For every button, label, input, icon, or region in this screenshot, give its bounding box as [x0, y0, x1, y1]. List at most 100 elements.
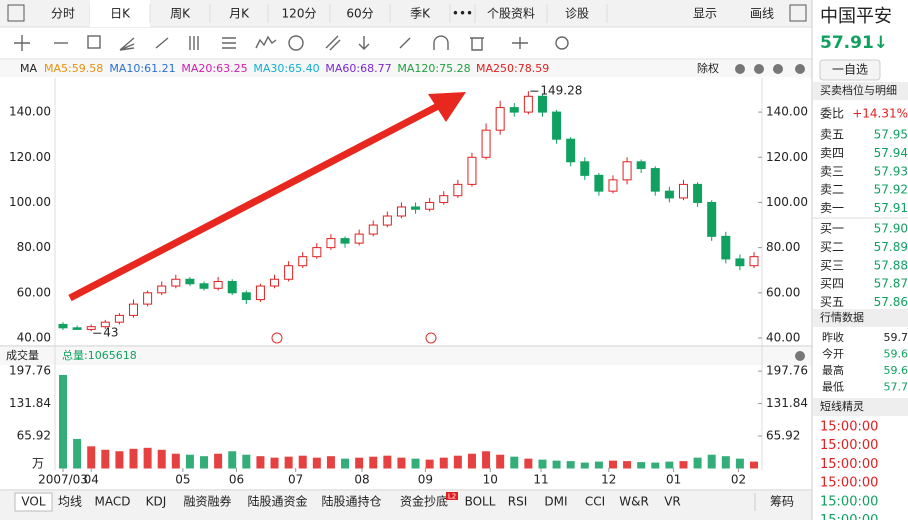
tool-icon[interactable]: [555, 36, 569, 50]
bottom-tab[interactable]: VR: [664, 495, 681, 509]
min-label: 43: [103, 326, 118, 340]
tab[interactable]: 诊股: [565, 7, 589, 21]
tab[interactable]: 画线: [750, 7, 774, 21]
volume-bar: [453, 455, 462, 469]
button[interactable]: [735, 64, 745, 74]
candle-body: [481, 129, 491, 158]
tab[interactable]: 60分: [346, 7, 373, 21]
tool-icon[interactable]: [433, 35, 449, 50]
tab[interactable]: 日K: [110, 7, 131, 21]
tab[interactable]: 周K: [170, 7, 191, 21]
adjust-label[interactable]: 除权: [697, 61, 719, 75]
active-tab: [90, 0, 150, 27]
bottom-tab[interactable]: 筹码: [770, 495, 794, 509]
bottom-tab[interactable]: 均线: [58, 495, 82, 509]
y-tick-label: 65.92: [766, 429, 800, 443]
event-icon[interactable]: [271, 332, 283, 344]
candle-body: [439, 195, 449, 203]
tool-icon[interactable]: [189, 36, 199, 50]
tab[interactable]: •••: [452, 7, 473, 21]
volume-bar: [214, 453, 223, 469]
ratio-value: +14.31%: [852, 107, 908, 121]
y-tick-label: 80.00: [17, 240, 51, 254]
book-price: 57.86: [874, 295, 908, 309]
event-icon[interactable]: [425, 332, 437, 344]
bottom-tab[interactable]: 陆股通持仓: [321, 494, 381, 509]
trend-arrow: [68, 92, 466, 302]
tool-icon[interactable]: [325, 35, 341, 51]
tab[interactable]: 分时: [51, 7, 75, 21]
bottom-tab[interactable]: VOL: [21, 495, 45, 509]
stock-name: 中国平安: [820, 6, 892, 27]
bottom-tab[interactable]: CCI: [585, 495, 605, 509]
tool-icon[interactable]: [87, 35, 101, 49]
bottom-tab-bar: [0, 491, 812, 520]
button[interactable]: [795, 64, 805, 74]
candle-body: [72, 327, 82, 330]
toolbar: [14, 35, 569, 51]
bottom-tab[interactable]: BOLL: [465, 495, 496, 509]
indicator-label[interactable]: MA: [20, 62, 37, 75]
stat-label: 今开: [822, 347, 844, 361]
candle-body: [368, 224, 378, 235]
bottom-tab[interactable]: 资金抄底: [400, 494, 448, 509]
y-tick-label: 140.00: [766, 105, 808, 119]
tool-icon[interactable]: [399, 37, 411, 49]
candle-body: [270, 278, 280, 287]
x-tick-label: 04: [84, 473, 99, 487]
bottom-tab[interactable]: MACD: [95, 495, 131, 509]
button[interactable]: [773, 64, 783, 74]
book-price: 57.92: [874, 183, 908, 197]
volume-bar: [270, 457, 279, 469]
volume-bar: [73, 438, 82, 469]
bottom-tab[interactable]: 融资融券: [183, 494, 231, 509]
volume-header: [0, 347, 812, 365]
candle-body: [157, 285, 167, 294]
ma-legend: MA5:59.58: [44, 62, 103, 75]
watch-button[interactable]: [819, 59, 881, 81]
y-tick-label: 40.00: [17, 330, 51, 344]
tool-icon[interactable]: [470, 37, 484, 51]
candle-body: [523, 95, 533, 113]
button[interactable]: [754, 64, 764, 74]
tab[interactable]: 个股资料: [487, 7, 535, 21]
volume-total: 总量:1065618: [62, 348, 137, 362]
alert-time: 15:00:00: [820, 457, 878, 472]
bottom-tab[interactable]: KDJ: [146, 495, 167, 509]
tool-icon[interactable]: [14, 35, 30, 51]
candle-body: [552, 111, 562, 140]
tool-icon[interactable]: [119, 37, 135, 51]
book-label: 卖一: [820, 201, 844, 215]
volume-bar: [341, 458, 350, 469]
volume-bar: [242, 454, 251, 469]
x-tick-label: 10: [483, 473, 498, 487]
alert-time: 15:00:00: [820, 438, 878, 453]
candle-body: [326, 238, 336, 249]
bottom-tab[interactable]: RSI: [508, 495, 528, 509]
volume-bar: [200, 456, 209, 469]
tab[interactable]: 季K: [410, 7, 431, 21]
tool-icon[interactable]: [512, 37, 528, 49]
y-tick-label: 65.92: [17, 429, 51, 443]
tool-icon[interactable]: [288, 35, 304, 51]
y-tick-label: 60.00: [17, 285, 51, 299]
tool-icon[interactable]: [222, 37, 236, 49]
tool-icon[interactable]: [358, 36, 370, 50]
alert-time: 15:00:00: [820, 420, 878, 435]
candle-body: [312, 247, 322, 258]
x-tick-label: 01: [666, 473, 681, 487]
tab[interactable]: 120分: [282, 7, 317, 21]
panel-icon[interactable]: [7, 4, 25, 22]
bottom-tab[interactable]: W&R: [619, 495, 649, 509]
watch-button-label[interactable]: 一自选: [832, 63, 868, 77]
tool-icon[interactable]: [255, 35, 277, 49]
tab[interactable]: 月K: [229, 7, 250, 21]
bottom-tab[interactable]: DMI: [544, 495, 567, 509]
book-label: 卖五: [820, 128, 844, 142]
tool-icon[interactable]: [155, 37, 169, 49]
button[interactable]: [795, 351, 805, 361]
bottom-tab[interactable]: 陆股通资金: [247, 494, 307, 509]
panel-icon[interactable]: [789, 4, 807, 22]
tab[interactable]: 显示: [693, 7, 717, 21]
x-tick-label: 08: [354, 473, 369, 487]
